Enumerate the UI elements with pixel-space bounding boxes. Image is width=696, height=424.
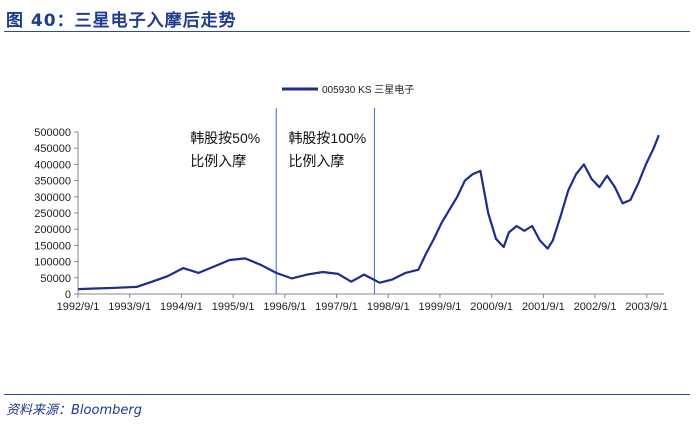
y-tick-label: 150000 xyxy=(34,240,71,252)
legend: 005930 KS 三星电子 xyxy=(282,83,414,96)
y-tick-label: 200000 xyxy=(34,224,71,236)
series-line xyxy=(78,134,660,291)
legend-label: 005930 KS 三星电子 xyxy=(322,83,414,96)
y-tick-label: 300000 xyxy=(34,192,71,204)
annotations: 韩股按50% 比例入摩 韩股按100% 比例入摩 xyxy=(190,108,375,294)
annotation-label: 比例入摩 xyxy=(190,153,246,169)
x-tick-label: 1996/9/1 xyxy=(263,301,306,313)
x-tick-label: 1993/9/1 xyxy=(108,301,151,313)
title-rule xyxy=(4,31,690,32)
y-tick-label: 50000 xyxy=(40,273,71,285)
x-tick-label: 2001/9/1 xyxy=(522,301,565,313)
series-layer xyxy=(78,134,660,291)
x-tick-label: 1997/9/1 xyxy=(315,301,358,313)
y-tick-label: 500000 xyxy=(34,127,71,139)
x-tick-label: 2000/9/1 xyxy=(470,301,513,313)
figure-title: 图 40：三星电子入摩后走势 xyxy=(6,11,237,31)
footer-rule xyxy=(4,394,690,395)
y-tick-label: 0 xyxy=(65,289,71,301)
y-tick-label: 350000 xyxy=(34,176,71,188)
axes: 0 50000 100000 150000 200000 250000 300000 3500… xyxy=(34,127,668,313)
y-tick-label: 400000 xyxy=(34,159,71,171)
x-tick-label: 2003/9/1 xyxy=(625,301,668,313)
source-note: 资料来源：Bloomberg xyxy=(6,403,142,418)
x-tick-label: 1992/9/1 xyxy=(57,301,100,313)
annotation-label: 比例入摩 xyxy=(288,153,344,169)
y-tick-label: 250000 xyxy=(34,208,71,220)
x-tick-label: 1994/9/1 xyxy=(160,301,203,313)
x-tick-label: 1995/9/1 xyxy=(212,301,255,313)
y-tick-label: 450000 xyxy=(34,143,71,155)
y-tick-label: 100000 xyxy=(34,257,71,269)
annotation-label: 韩股按100% xyxy=(288,130,366,146)
x-tick-label: 2002/9/1 xyxy=(574,301,617,313)
x-tick-label: 1998/9/1 xyxy=(367,301,410,313)
annotation-label: 韩股按50% xyxy=(190,130,260,146)
x-tick-label: 1999/9/1 xyxy=(419,301,462,313)
